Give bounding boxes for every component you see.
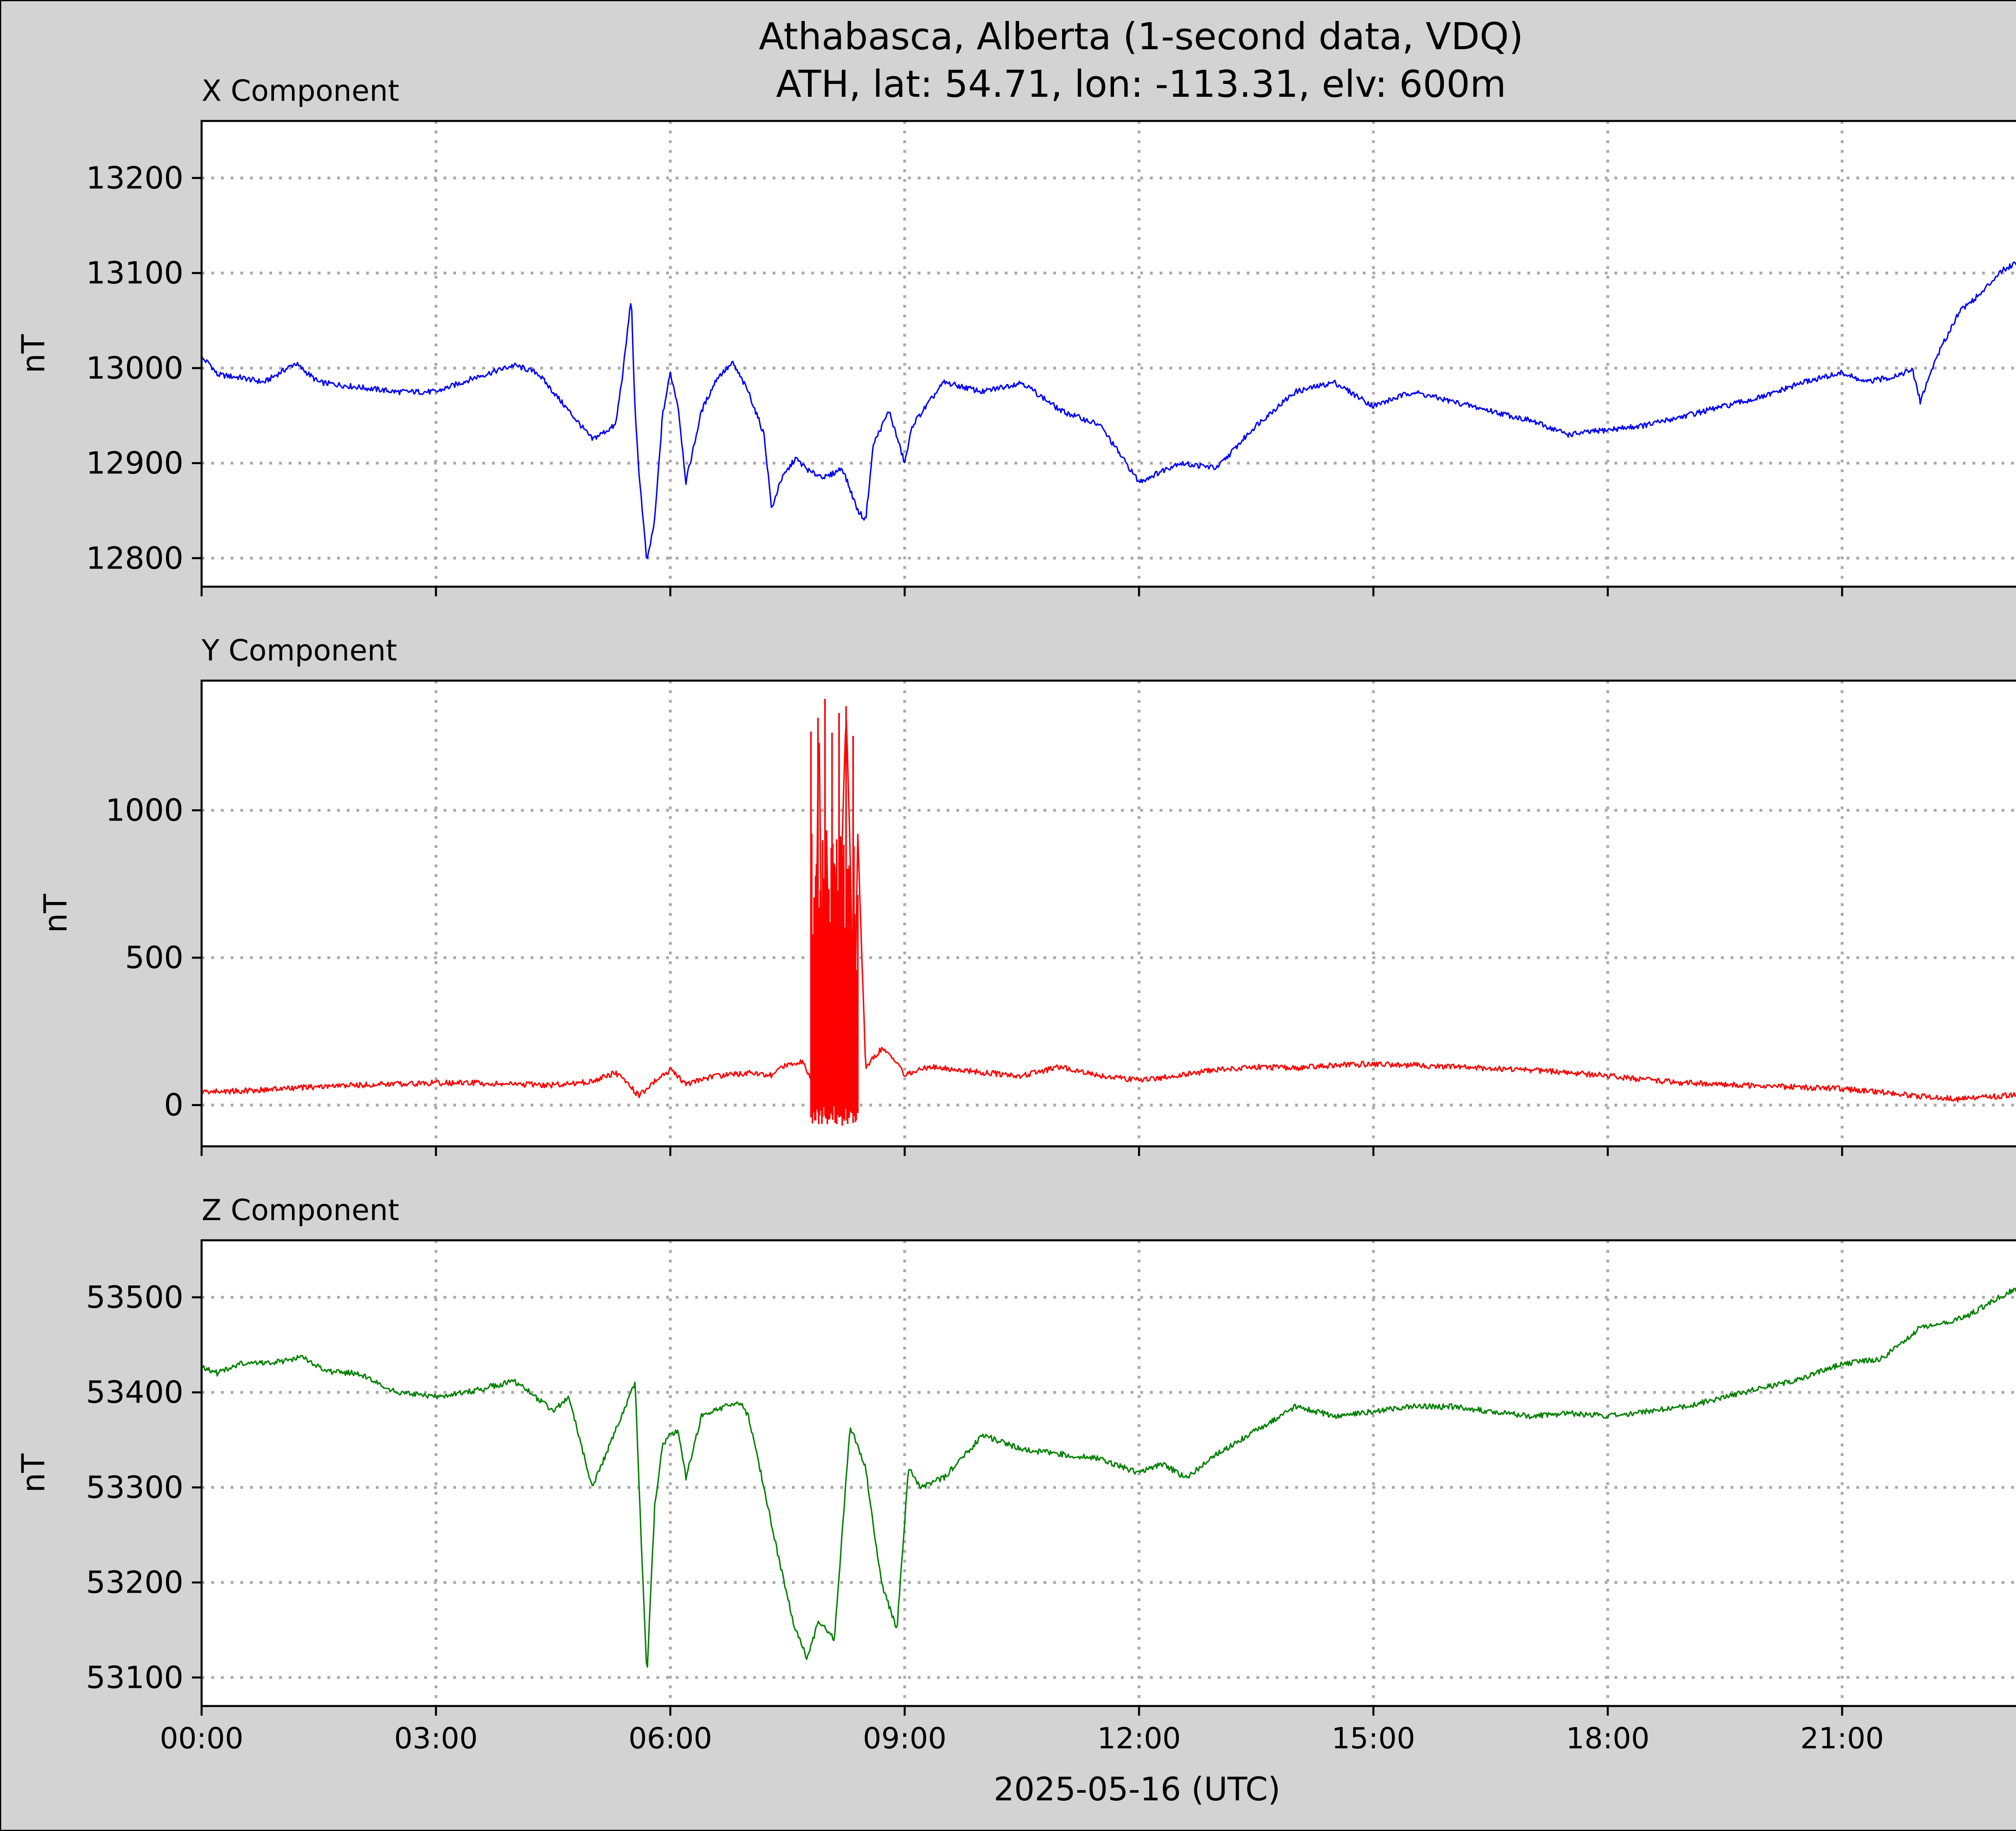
panel-title: Z Component <box>202 1193 399 1227</box>
y-tick-label: 53500 <box>86 1279 183 1315</box>
figure-title: Athabasca, Alberta (1-second data, VDQ) <box>759 15 1523 58</box>
y-axis-label: nT <box>16 334 52 373</box>
spike-cluster <box>810 699 859 1126</box>
y-tick-label: 53100 <box>86 1659 183 1695</box>
plot-area <box>202 121 2016 587</box>
y-tick-label: 12800 <box>86 540 183 576</box>
plot-area <box>202 681 2016 1146</box>
x-tick-label: 21:00 <box>1800 1721 1884 1755</box>
y-tick-label: 12900 <box>86 445 183 481</box>
data-line <box>201 1287 2016 1668</box>
y-axis-label: nT <box>16 1454 52 1493</box>
x-tick-label: 18:00 <box>1566 1721 1650 1755</box>
data-line <box>201 719 2016 1103</box>
y-tick-label: 53300 <box>86 1469 183 1505</box>
x-tick-label: 09:00 <box>863 1721 947 1755</box>
y-tick-label: 53400 <box>86 1374 183 1410</box>
panel-title: Y Component <box>201 633 397 667</box>
y-tick-label: 13200 <box>86 160 183 196</box>
y-tick-label: 53200 <box>86 1564 183 1600</box>
y-tick-label: 0 <box>164 1087 183 1123</box>
panel-title: X Component <box>202 74 399 108</box>
x-tick-label: 06:00 <box>629 1721 712 1755</box>
x-tick-label: 00:00 <box>160 1721 244 1755</box>
x-tick-label: 15:00 <box>1332 1721 1416 1755</box>
y-tick-label: 500 <box>125 939 183 975</box>
y-axis-label: nT <box>38 894 74 933</box>
panels: 12800 12900 13000 13100 13200 X Component nT 0 5… <box>16 74 2016 1755</box>
figure-subtitle: ATH, lat: 54.71, lon: -113.31, elv: 600m <box>776 62 1506 106</box>
plot-area <box>202 1240 2016 1706</box>
y-tick-label: 13100 <box>86 255 183 291</box>
panel-y-component: 0 500 1000 Y Component nT <box>38 633 2016 1156</box>
x-tick-label: 12:00 <box>1097 1721 1181 1755</box>
x-tick-label: 03:00 <box>394 1721 478 1755</box>
x-axis-label: 2025-05-16 (UTC) <box>993 1771 1280 1808</box>
y-tick-label: 1000 <box>106 792 183 828</box>
panel-x-component: 12800 12900 13000 13100 13200 X Component nT <box>16 74 2016 596</box>
panel-z-component: 00:00 03:00 06:00 09:00 12:00 15:00 18:00 21:00… <box>16 1193 2016 1755</box>
data-line <box>201 261 2016 559</box>
y-tick-label: 13000 <box>86 350 183 386</box>
